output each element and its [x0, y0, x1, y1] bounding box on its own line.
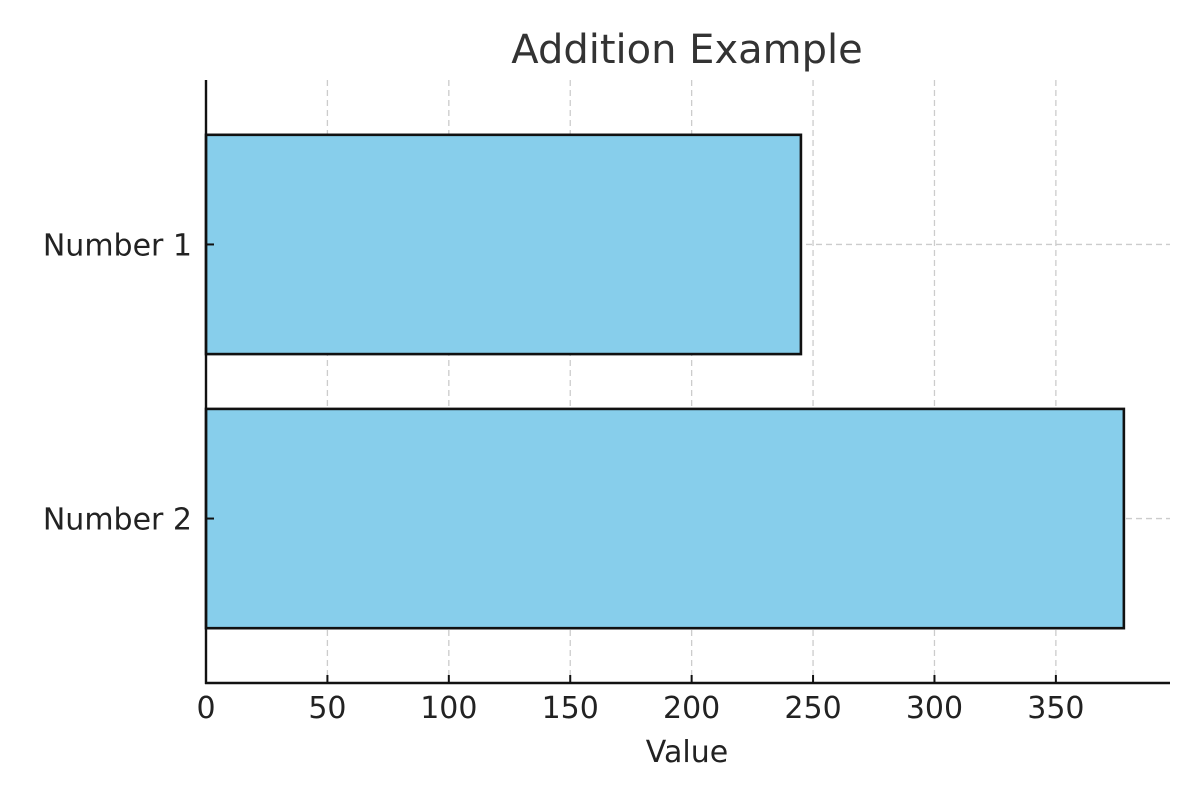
bar-1	[204, 133, 803, 356]
x-tick-label: 250	[784, 691, 841, 726]
x-tick-label: 100	[420, 691, 477, 726]
bars	[204, 133, 1126, 630]
chart-title: Addition Example	[511, 27, 862, 73]
x-tick-label: 350	[1027, 691, 1084, 726]
y-tick-label: Number 2	[43, 503, 192, 538]
axes	[204, 80, 1170, 685]
y-tick-label: Number 1	[43, 228, 192, 263]
x-tick-label: 0	[196, 691, 215, 726]
x-tick-label: 50	[308, 691, 346, 726]
x-tick-label: 200	[663, 691, 720, 726]
x-tick-label: 300	[906, 691, 963, 726]
bar-2	[204, 407, 1126, 630]
x-axis-label: Value	[646, 735, 728, 770]
x-tick-label: 150	[542, 691, 599, 726]
tick-labels: 0 50 100 150 200 250 300 350 Number 1 Number 2	[43, 228, 1085, 726]
